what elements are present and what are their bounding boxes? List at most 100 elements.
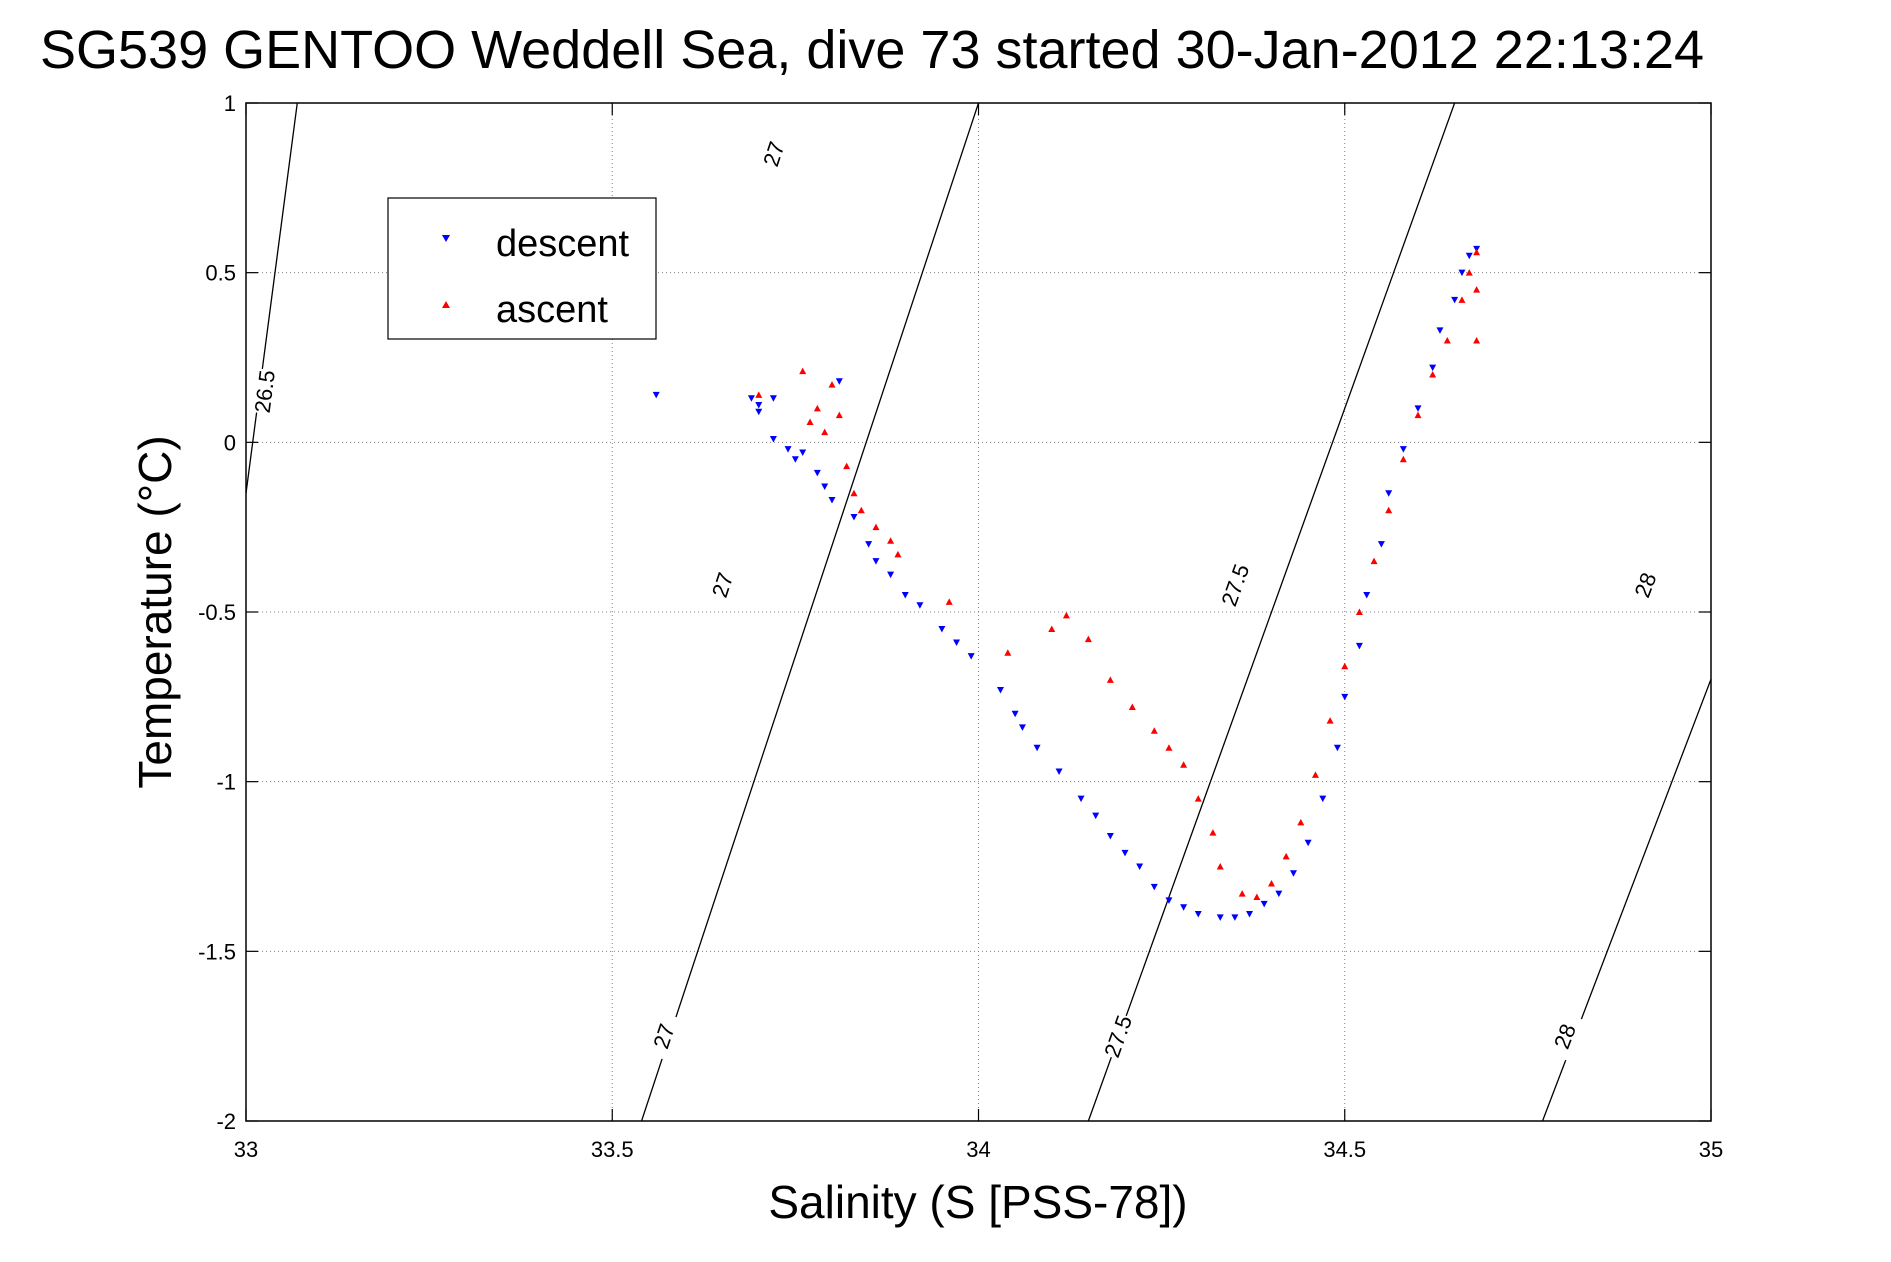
ascent-point bbox=[1326, 717, 1334, 724]
descent-point bbox=[784, 446, 792, 453]
x-tick-label: 33.5 bbox=[591, 1137, 634, 1162]
ascent-point bbox=[887, 537, 895, 544]
ascent-point bbox=[843, 462, 851, 470]
x-tick-label: 35 bbox=[1699, 1137, 1723, 1162]
ascent-point bbox=[1238, 890, 1246, 897]
descent-point bbox=[1121, 849, 1129, 857]
y-tick-label: -0.5 bbox=[198, 600, 236, 625]
contour-line bbox=[1087, 103, 1456, 1121]
ascent-point bbox=[1473, 337, 1481, 344]
ascent-point bbox=[1443, 337, 1451, 344]
descent-point bbox=[1275, 890, 1283, 898]
descent-point bbox=[850, 513, 858, 521]
ascent-point bbox=[1311, 771, 1319, 778]
axis-ticks: 33 33.5 34 34.5 35 -2 -1.5 -1 -0.5 0 0.5 1 bbox=[198, 91, 1723, 1162]
contour-label: 26.5 bbox=[250, 369, 280, 415]
ascent-point bbox=[1165, 744, 1173, 751]
contour-label-bg bbox=[1714, 129, 1752, 179]
ascent-point bbox=[894, 550, 902, 558]
descent-point bbox=[791, 456, 799, 463]
descent-point bbox=[1077, 795, 1085, 803]
descent-point bbox=[755, 408, 763, 416]
ascent-point bbox=[835, 411, 843, 419]
descent-point bbox=[1216, 914, 1224, 921]
descent-point bbox=[1399, 446, 1407, 453]
contour-line bbox=[246, 103, 298, 494]
descent-point bbox=[901, 592, 909, 599]
x-axis-label: Salinity (S [PSS-78]) bbox=[768, 1176, 1187, 1228]
x-tick-label: 33 bbox=[234, 1137, 258, 1162]
descent-point bbox=[1341, 693, 1349, 701]
ascent-point bbox=[799, 367, 807, 375]
descent-point bbox=[755, 402, 763, 409]
descent-point bbox=[1150, 883, 1158, 891]
ascent-point bbox=[1004, 649, 1012, 656]
ascent-point bbox=[1473, 286, 1481, 293]
descent-point bbox=[1436, 327, 1444, 334]
descent-point bbox=[1289, 870, 1297, 877]
ascent-point bbox=[813, 404, 821, 412]
legend-descent-label: descent bbox=[496, 223, 630, 265]
legend-ascent-label: ascent bbox=[496, 289, 608, 331]
descent-point bbox=[1363, 592, 1371, 599]
ascent-point bbox=[1268, 879, 1275, 887]
ascent-point bbox=[1385, 506, 1393, 514]
ascent-point bbox=[850, 489, 858, 497]
ascent-point bbox=[1465, 269, 1473, 276]
descent-point bbox=[1092, 812, 1100, 820]
ascent-point bbox=[1084, 635, 1092, 643]
descent-point bbox=[835, 378, 843, 385]
descent-point bbox=[938, 625, 946, 633]
descent-point bbox=[1231, 914, 1239, 921]
ascent-point bbox=[755, 391, 763, 398]
contour-label: 28 bbox=[1717, 138, 1749, 170]
descent-point bbox=[1304, 839, 1312, 847]
ascent-point bbox=[1282, 852, 1290, 860]
ascent-point bbox=[1128, 703, 1136, 711]
ascent-point bbox=[1048, 625, 1056, 632]
contour-label-bg bbox=[755, 129, 792, 179]
y-tick-label: 1 bbox=[224, 91, 236, 116]
ascent-point bbox=[1355, 608, 1363, 615]
y-tick-label: 0 bbox=[224, 430, 236, 455]
descent-point bbox=[916, 602, 924, 609]
legend-box bbox=[387, 197, 657, 340]
chart-title: SG539 GENTOO Weddell Sea, dive 73 starte… bbox=[40, 20, 1704, 80]
descent-point bbox=[1055, 768, 1063, 775]
descent-point bbox=[887, 571, 895, 579]
ascent-point bbox=[945, 598, 953, 605]
ascent-point bbox=[1473, 248, 1481, 256]
descent-point bbox=[1414, 405, 1422, 412]
descent-point bbox=[1165, 897, 1173, 904]
descent-point bbox=[1018, 724, 1026, 731]
ascent-point bbox=[1150, 727, 1158, 734]
descent-point bbox=[1385, 490, 1393, 497]
descent-point bbox=[769, 395, 777, 402]
descent-point bbox=[799, 449, 807, 457]
descent-point bbox=[1465, 252, 1473, 260]
descent-point bbox=[652, 391, 660, 399]
ascent-point bbox=[1253, 893, 1261, 901]
descent-point bbox=[967, 653, 975, 660]
contour-line bbox=[1541, 677, 1711, 1121]
contour-label-bg bbox=[645, 1011, 682, 1061]
grid-lines bbox=[246, 103, 1711, 1121]
y-axis-label: Temperature (°C) bbox=[129, 435, 181, 788]
contour-label-bg bbox=[703, 560, 741, 610]
legend: descent ascent bbox=[387, 197, 657, 340]
descent-point bbox=[1106, 832, 1114, 840]
descent-point bbox=[1319, 795, 1327, 803]
ascent-point bbox=[1370, 557, 1378, 565]
ascent-point bbox=[1216, 863, 1224, 870]
descent-point bbox=[1333, 744, 1341, 752]
ascent-point bbox=[1341, 662, 1349, 670]
contour-label-bg bbox=[1098, 1011, 1137, 1061]
descent-point bbox=[1260, 900, 1268, 908]
contour-label-bg bbox=[1216, 560, 1254, 610]
legend-descent-marker bbox=[442, 235, 450, 242]
descent-point bbox=[1451, 296, 1459, 304]
y-tick-label: 0.5 bbox=[205, 261, 236, 286]
ascent-point bbox=[1062, 611, 1070, 619]
